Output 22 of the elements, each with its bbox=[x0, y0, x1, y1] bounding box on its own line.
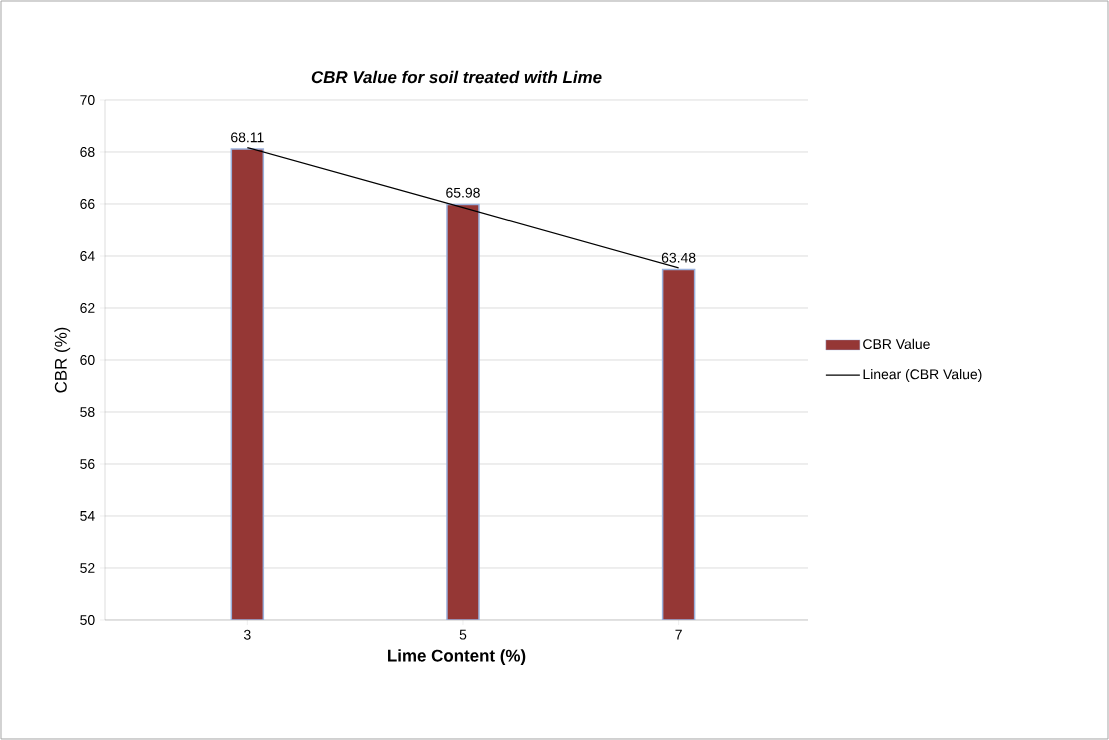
x-axis-title: Lime Content (%) bbox=[388, 649, 526, 665]
data-label: 63.48 bbox=[661, 252, 696, 263]
y-tick-label: 68 bbox=[80, 147, 95, 157]
legend-label: Linear (CBR Value) bbox=[863, 368, 982, 382]
y-tick-label: 66 bbox=[80, 199, 95, 209]
x-tick-label: 7 bbox=[675, 629, 682, 640]
y-tick-label: 60 bbox=[80, 355, 95, 365]
y-tick-label: 56 bbox=[80, 459, 95, 469]
y-tick-label: 54 bbox=[80, 511, 95, 521]
legend-label: CBR Value bbox=[863, 338, 930, 350]
data-label: 65.98 bbox=[446, 187, 480, 198]
y-tick-label: 62 bbox=[80, 303, 95, 313]
y-tick-label: 64 bbox=[80, 251, 95, 261]
data-label: 68.11 bbox=[231, 132, 264, 143]
chart-title: CBR Value for soil treated with Lime bbox=[311, 70, 602, 84]
y-tick-label: 50 bbox=[80, 615, 95, 625]
x-tick-label: 3 bbox=[243, 629, 251, 640]
y-tick-label: 58 bbox=[80, 407, 95, 417]
y-axis-title: CBR (%) bbox=[54, 327, 71, 393]
y-tick-label: 70 bbox=[80, 95, 95, 105]
x-tick-label: 5 bbox=[459, 629, 467, 640]
y-tick-label: 52 bbox=[80, 563, 95, 573]
